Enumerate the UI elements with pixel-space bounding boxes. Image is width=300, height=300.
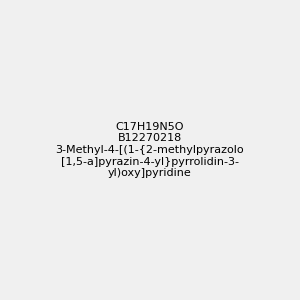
Text: C17H19N5O
B12270218
3-Methyl-4-[(1-{2-methylpyrazolo
[1,5-a]pyrazin-4-yl}pyrroli: C17H19N5O B12270218 3-Methyl-4-[(1-{2-me… (56, 122, 244, 178)
